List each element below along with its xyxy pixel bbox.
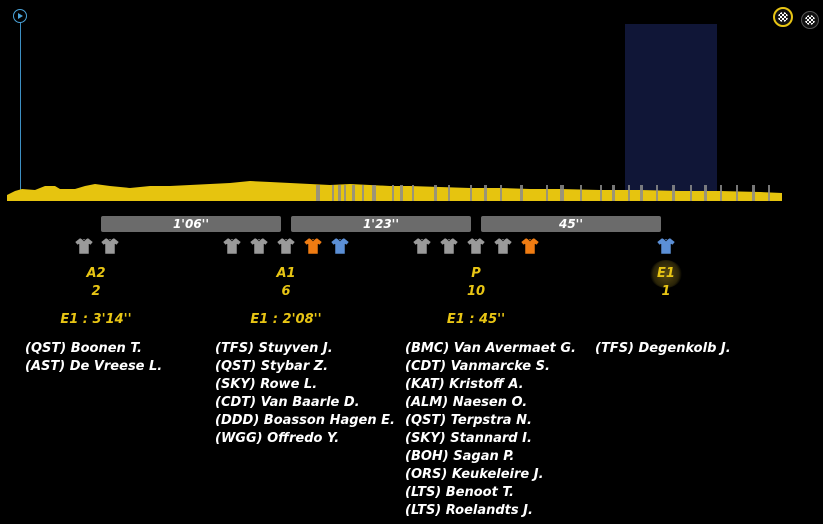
jersey-icon bbox=[493, 236, 513, 256]
selected-group-glow bbox=[650, 260, 682, 288]
jersey-icon bbox=[520, 236, 540, 256]
cobble-sector bbox=[362, 185, 364, 201]
rider-entry[interactable]: (ALM) Naesen O. bbox=[405, 395, 528, 410]
group-count-e1: 1 bbox=[661, 284, 671, 299]
group-gap-a1: E1 : 2'08'' bbox=[250, 312, 322, 327]
highlight-zone bbox=[625, 24, 717, 196]
cobble-sector bbox=[628, 185, 630, 201]
cobble-sector bbox=[580, 185, 582, 201]
cobble-sector bbox=[768, 185, 770, 201]
jersey-icon bbox=[656, 236, 676, 256]
group-count-a1: 6 bbox=[281, 284, 291, 299]
cobble-sector bbox=[640, 185, 643, 201]
elevation-profile-chart bbox=[7, 181, 782, 201]
play-icon[interactable] bbox=[13, 9, 27, 23]
jersey-icon bbox=[303, 236, 323, 256]
rider-entry[interactable]: (CDT) Van Baarle D. bbox=[215, 395, 360, 410]
rider-entry[interactable]: (WGG) Offredo Y. bbox=[215, 431, 340, 446]
cobble-sector bbox=[612, 185, 615, 201]
cobble-sector bbox=[332, 185, 334, 201]
group-gap-a2: E1 : 3'14'' bbox=[60, 312, 132, 327]
cobble-sector bbox=[434, 185, 437, 201]
group-count-p: 10 bbox=[466, 284, 486, 299]
rider-entry[interactable]: (CDT) Vanmarcke S. bbox=[405, 359, 550, 374]
checkered-flag-icon-secondary[interactable] bbox=[801, 11, 819, 29]
jersey-icon bbox=[222, 236, 242, 256]
jersey-icon bbox=[330, 236, 350, 256]
rider-entry[interactable]: (TFS) Stuyven J. bbox=[215, 341, 333, 356]
checkered-flag-icon[interactable] bbox=[773, 7, 793, 27]
jersey-icon bbox=[276, 236, 296, 256]
cobble-sector bbox=[520, 185, 523, 201]
rider-entry[interactable]: (SKY) Stannard I. bbox=[405, 431, 532, 446]
rider-entry[interactable]: (BOH) Sagan P. bbox=[405, 449, 515, 464]
cobble-sector bbox=[720, 185, 722, 201]
jersey-icon bbox=[466, 236, 486, 256]
profile-terrain bbox=[7, 181, 782, 201]
rider-entry[interactable]: (LTS) Roelandts J. bbox=[405, 503, 533, 518]
cobble-sector bbox=[690, 185, 692, 201]
cobble-sector bbox=[500, 185, 502, 201]
rider-entry[interactable]: (QST) Stybar Z. bbox=[215, 359, 329, 374]
cobble-sector bbox=[656, 185, 658, 201]
rider-entry[interactable]: (BMC) Van Avermaet G. bbox=[405, 341, 576, 356]
cobble-sector bbox=[752, 185, 755, 201]
rider-list-e1: (TFS) Degenkolb J. bbox=[595, 340, 731, 358]
rider-entry[interactable]: (SKY) Rowe L. bbox=[215, 377, 318, 392]
cobble-sector bbox=[412, 185, 414, 201]
jersey-icon bbox=[100, 236, 120, 256]
cobble-sector bbox=[392, 185, 394, 201]
group-name-a1[interactable]: A1 bbox=[276, 266, 296, 281]
rider-entry[interactable]: (QST) Boonen T. bbox=[25, 341, 142, 356]
cobble-sector bbox=[338, 185, 341, 201]
jersey-icon bbox=[74, 236, 94, 256]
jersey-icon bbox=[249, 236, 269, 256]
jersey-icon bbox=[439, 236, 459, 256]
gap-bar-a2-a1: 1'06'' bbox=[101, 216, 281, 232]
rider-entry[interactable]: (QST) Terpstra N. bbox=[405, 413, 532, 428]
cobble-sector bbox=[470, 185, 472, 201]
position-marker-line bbox=[20, 23, 21, 195]
cobble-sector bbox=[352, 185, 355, 201]
cobble-sector bbox=[448, 185, 450, 201]
rider-entry[interactable]: (DDD) Boasson Hagen E. bbox=[215, 413, 395, 428]
group-name-e1[interactable]: E1 bbox=[657, 266, 675, 281]
gap-bar-a1-p: 1'23'' bbox=[291, 216, 471, 232]
rider-entry[interactable]: (TFS) Degenkolb J. bbox=[595, 341, 731, 356]
rider-entry[interactable]: (ORS) Keukeleire J. bbox=[405, 467, 544, 482]
jersey-icon bbox=[412, 236, 432, 256]
rider-entry[interactable]: (AST) De Vreese L. bbox=[25, 359, 163, 374]
group-gap-p: E1 : 45'' bbox=[446, 312, 506, 327]
gap-bar-p-e1: 45'' bbox=[481, 216, 661, 232]
cobble-sector bbox=[344, 185, 346, 201]
cobble-sector bbox=[736, 185, 738, 201]
group-name-p[interactable]: P bbox=[471, 266, 481, 281]
cobble-sector bbox=[560, 185, 564, 201]
cobble-sector bbox=[600, 185, 602, 201]
cobble-sector bbox=[704, 185, 707, 201]
rider-list-p: (BMC) Van Avermaet G. (CDT) Vanmarcke S.… bbox=[405, 340, 576, 520]
cobble-sector bbox=[672, 185, 675, 201]
group-name-a2[interactable]: A2 bbox=[86, 266, 106, 281]
rider-list-a2: (QST) Boonen T. (AST) De Vreese L. bbox=[25, 340, 162, 376]
rider-entry[interactable]: (LTS) Benoot T. bbox=[405, 485, 514, 500]
cobble-sector bbox=[546, 185, 548, 201]
rider-entry[interactable]: (KAT) Kristoff A. bbox=[405, 377, 524, 392]
rider-list-a1: (TFS) Stuyven J. (QST) Stybar Z. (SKY) R… bbox=[215, 340, 395, 448]
cobble-sector bbox=[400, 185, 403, 201]
stage-profile bbox=[0, 0, 800, 210]
cobble-sector bbox=[372, 185, 376, 201]
group-count-a2: 2 bbox=[91, 284, 101, 299]
cobble-sector bbox=[484, 185, 487, 201]
cobble-sector bbox=[316, 185, 320, 201]
